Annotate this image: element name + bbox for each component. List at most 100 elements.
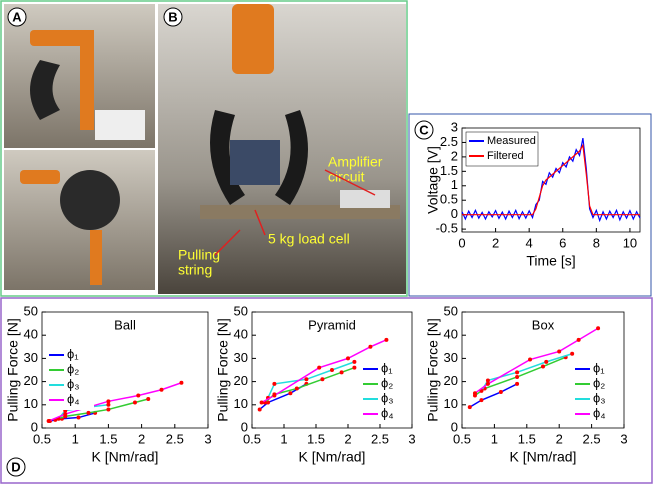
point-marker (76, 415, 81, 420)
point-marker (570, 351, 575, 356)
y-tick-label: 10 (444, 396, 458, 411)
y-tick-label: -0.5 (436, 221, 458, 236)
point-marker (330, 368, 334, 372)
point-marker (288, 391, 293, 396)
series-line (462, 143, 640, 216)
point-marker (485, 378, 490, 383)
point-marker (106, 402, 111, 407)
x-axis-label: Time [s] (526, 253, 575, 269)
x-tick-label: 1 (491, 431, 498, 446)
y-tick-label: 30 (24, 350, 38, 365)
photo-a-bottom (4, 150, 155, 290)
point-marker (528, 357, 533, 362)
panel-label-text: C (419, 122, 429, 137)
x-tick-label: 1.5 (518, 431, 536, 446)
x-tick-label: 1 (72, 431, 79, 446)
photo-b (158, 4, 406, 294)
x-tick-label: 6 (559, 235, 566, 250)
y-tick-label: 10 (24, 396, 38, 411)
y-tick-label: 0.5 (440, 192, 458, 207)
photo-a-top (4, 4, 155, 148)
x-tick-label: 4 (526, 235, 533, 250)
legend-label: ϕ₃ (381, 390, 394, 405)
point-marker (479, 398, 484, 403)
panel-label-text: A (12, 9, 22, 24)
point-marker (498, 390, 503, 395)
y-axis-label: Pulling Force [N] (5, 318, 21, 421)
x-tick-label: 3 (408, 431, 415, 446)
point-marker (146, 397, 151, 401)
point-marker (346, 356, 350, 361)
point-marker (352, 365, 357, 370)
y-tick-label: 50 (234, 303, 248, 318)
x-tick-label: 1.5 (307, 431, 325, 446)
legend-label: ϕ₁ (381, 360, 393, 375)
y-tick-label: 40 (444, 327, 458, 342)
legend-label: ϕ₂ (593, 375, 605, 390)
series-line (469, 383, 518, 408)
y-tick-label: 0 (241, 419, 248, 434)
x-tick-label: 1.5 (99, 431, 117, 446)
legend-label: ϕ₄ (593, 405, 606, 420)
point-marker (485, 381, 490, 386)
panel-label-text: D (11, 459, 20, 474)
point-marker (515, 374, 520, 379)
y-tick-label: 30 (444, 350, 458, 365)
legend-box (465, 131, 539, 167)
y-tick-label: 50 (444, 303, 458, 318)
point-marker (63, 412, 68, 417)
legend-label: Filtered (487, 150, 524, 162)
x-tick-label: 2.5 (371, 431, 389, 446)
annotation: string (178, 262, 212, 278)
point-marker (368, 344, 373, 349)
panel-label: D (6, 457, 26, 477)
point-marker (544, 359, 549, 364)
x-tick-label: 2.5 (583, 431, 601, 446)
x-tick-label: 2.5 (166, 431, 184, 446)
legend-label: ϕ₃ (593, 390, 606, 405)
point-marker (596, 326, 601, 331)
y-axis-label: Pulling Force [N] (215, 318, 231, 421)
x-tick-label: 2 (138, 431, 145, 446)
annotation: 5 kg load cell (268, 231, 350, 247)
point-marker (106, 407, 111, 412)
annotation: Pulling (178, 247, 220, 263)
point-marker (384, 337, 389, 342)
point-marker (317, 365, 322, 370)
legend-label: ϕ₂ (67, 361, 79, 376)
point-marker (515, 381, 520, 386)
y-tick-label: 40 (24, 327, 38, 342)
point-marker (106, 399, 111, 404)
point-marker (259, 400, 264, 405)
x-axis-label: K [Nm/rad] (299, 449, 366, 465)
x-tick-label: 0.5 (453, 431, 471, 446)
point-marker (272, 393, 277, 398)
x-tick-label: 10 (623, 235, 637, 250)
y-tick-label: 0 (451, 206, 458, 221)
y-tick-label: 20 (444, 373, 458, 388)
x-tick-label: 2 (492, 235, 499, 250)
y-tick-label: 30 (234, 350, 248, 365)
x-tick-label: 2 (344, 431, 351, 446)
legend-label: ϕ₁ (67, 346, 79, 361)
annotation: circuit (328, 169, 365, 185)
x-axis-label: K [Nm/rad] (92, 449, 159, 465)
y-tick-label: 0 (451, 419, 458, 434)
arrow (254, 209, 266, 236)
chart-title: Ball (114, 317, 136, 332)
point-marker (576, 337, 581, 342)
chart-title: Pyramid (308, 317, 356, 332)
point-marker (515, 370, 520, 375)
panel-label: B (163, 7, 183, 27)
x-tick-label: 8 (593, 235, 600, 250)
point-marker (339, 370, 344, 375)
y-axis-label: Pulling Force [N] (425, 318, 441, 421)
y-tick-label: 2 (451, 148, 458, 163)
point-marker (159, 387, 164, 392)
panel-label-text: B (168, 9, 177, 24)
point-marker (541, 364, 545, 369)
arrow (214, 229, 241, 256)
arrow (324, 169, 376, 196)
panel-label: A (7, 7, 27, 27)
y-tick-label: 0 (31, 419, 38, 434)
